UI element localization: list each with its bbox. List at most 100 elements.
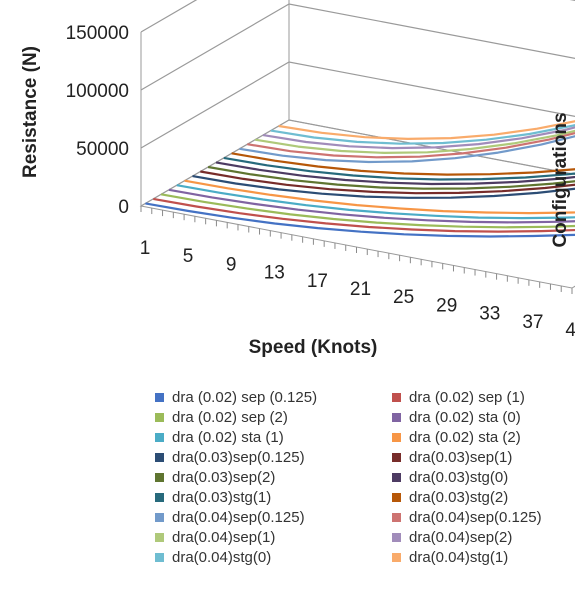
series-line <box>184 179 575 215</box>
legend: dra (0.02) sep (0.125) dra (0.02) sep (1)… <box>155 388 575 567</box>
legend-swatch <box>392 393 401 402</box>
series-lines <box>145 120 575 238</box>
legend-swatch <box>155 513 164 522</box>
y-gridline <box>140 119 575 207</box>
x-ticks: 1 5 9 13 17 21 25 29 33 37 41 <box>140 206 575 341</box>
series-line <box>153 197 575 233</box>
legend-swatch <box>392 453 401 462</box>
series-line <box>168 188 575 224</box>
y-tick-label: 50000 <box>76 139 129 160</box>
legend-label: dra (0.02) sep (0.125) <box>172 389 318 406</box>
legend-item: dra(0.03)sep(1) <box>392 448 575 467</box>
y-gridline <box>140 3 575 91</box>
x-tick-label: 5 <box>183 246 194 267</box>
legend-label: dra(0.03)stg(2) <box>409 489 509 506</box>
legend-label: dra(0.03)sep(2) <box>172 469 276 486</box>
y-tick-label: 0 <box>118 197 129 218</box>
y-gridline <box>140 61 575 149</box>
x-tick-label: 9 <box>226 254 237 275</box>
series-line <box>270 123 575 145</box>
legend-swatch <box>155 393 164 402</box>
x-tick-label: 41 <box>565 320 575 341</box>
legend-item: dra(0.04)sep(0.125) <box>392 508 575 527</box>
x-tick-label: 25 <box>393 287 414 308</box>
legend-item: dra (0.02) sep (2) <box>155 408 392 427</box>
legend-label: dra(0.03)stg(0) <box>409 469 509 486</box>
y-tick-labels: 0 50000 100000 150000 <box>66 23 129 218</box>
x-tick-label: 17 <box>307 271 328 292</box>
legend-label: dra(0.04)sep(2) <box>409 529 513 546</box>
series-line <box>231 152 575 176</box>
legend-label: dra(0.04)sep(1) <box>172 529 276 546</box>
legend-swatch <box>392 553 401 562</box>
depth-axis-label: Configurations <box>550 112 571 247</box>
series-line <box>247 132 575 159</box>
series-line <box>160 193 575 229</box>
legend-label: dra (0.02) sep (1) <box>409 389 525 406</box>
x-tick-label: 13 <box>264 263 285 284</box>
legend-item: dra(0.04)stg(0) <box>155 548 392 567</box>
legend-label: dra(0.03)sep(0.125) <box>172 449 305 466</box>
legend-label: dra(0.04)stg(1) <box>409 549 509 566</box>
x-tick-label: 21 <box>350 279 371 300</box>
y-axis-label: Resistance (N) <box>20 46 41 178</box>
legend-swatch <box>155 413 164 422</box>
legend-swatch <box>392 513 401 522</box>
legend-swatch <box>392 473 401 482</box>
legend-swatch <box>392 433 401 442</box>
legend-label: dra(0.04)sep(0.125) <box>172 509 305 526</box>
series-line <box>278 120 575 140</box>
legend-label: dra(0.03)stg(1) <box>172 489 272 506</box>
series-line <box>200 170 575 195</box>
series-line <box>254 129 575 154</box>
legend-item: dra(0.03)sep(2) <box>155 468 392 487</box>
legend-swatch <box>155 533 164 542</box>
legend-label: dra (0.02) sep (2) <box>172 409 288 426</box>
legend-item: dra(0.04)stg(1) <box>392 548 575 567</box>
legend-swatch <box>155 553 164 562</box>
legend-label: dra(0.03)sep(1) <box>409 449 513 466</box>
y-tick-label: 100000 <box>66 81 129 102</box>
series-line <box>215 161 575 186</box>
legend-item: dra(0.03)stg(2) <box>392 488 575 507</box>
x-tick-label: 1 <box>140 238 151 259</box>
legend-swatch <box>155 473 164 482</box>
legend-item: dra (0.02) sep (0.125) <box>155 388 392 407</box>
legend-item: dra (0.02) sta (2) <box>392 428 575 447</box>
series-line <box>145 202 575 238</box>
series-line <box>207 165 575 190</box>
legend-swatch <box>155 453 164 462</box>
legend-item: dra (0.02) sep (1) <box>392 388 575 407</box>
legend-item: dra (0.02) sta (1) <box>155 428 392 447</box>
x-tick-label: 33 <box>479 304 500 325</box>
legend-swatch <box>392 533 401 542</box>
y-gridlines <box>140 0 575 207</box>
legend-item: dra(0.04)sep(1) <box>155 528 392 547</box>
series-line <box>176 184 575 220</box>
legend-label: dra(0.04)sep(0.125) <box>409 509 542 526</box>
legend-item: dra(0.04)sep(0.125) <box>155 508 392 527</box>
x-axis-label: Speed (Knots) <box>249 337 378 358</box>
legend-swatch <box>155 493 164 502</box>
floor-outline <box>139 119 575 289</box>
chart-3d-line: 0 50000 100000 150000 1 5 9 13 17 21 25 29 33 37 41 R… <box>20 0 575 358</box>
legend-label: dra(0.04)stg(0) <box>172 549 272 566</box>
legend-swatch <box>392 413 401 422</box>
legend-item: dra (0.02) sta (0) <box>392 408 575 427</box>
legend-item: dra(0.04)sep(2) <box>392 528 575 547</box>
legend-swatch <box>392 493 401 502</box>
legend-label: dra (0.02) sta (1) <box>172 429 284 446</box>
series-line <box>239 135 575 164</box>
legend-item: dra(0.03)sep(0.125) <box>155 448 392 467</box>
legend-item: dra(0.03)stg(0) <box>392 468 575 487</box>
legend-label: dra (0.02) sta (2) <box>409 429 521 446</box>
legend-swatch <box>155 433 164 442</box>
legend-item: dra(0.03)stg(1) <box>155 488 392 507</box>
y-tick-label: 150000 <box>66 23 129 44</box>
series-line <box>223 156 575 181</box>
series-line <box>262 126 575 150</box>
y-gridline <box>140 0 575 33</box>
x-tick-label: 37 <box>522 312 543 333</box>
legend-label: dra (0.02) sta (0) <box>409 409 521 426</box>
